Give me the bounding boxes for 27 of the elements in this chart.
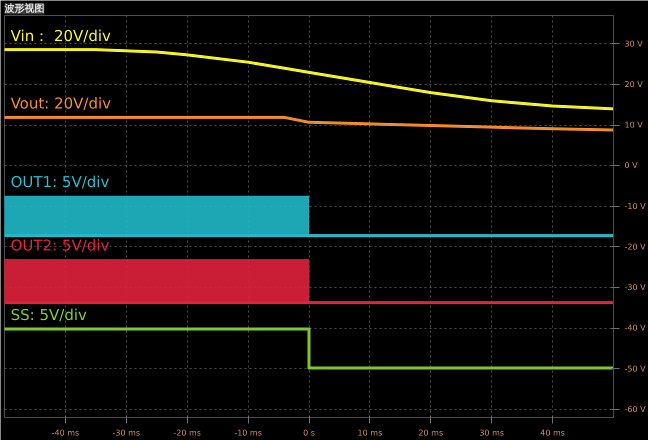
x-tick-label: 20 ms [418,428,444,438]
y-tick-label: -30 V [624,283,646,292]
y-tick-label: -10 V [624,202,646,211]
x-tick-label: 30 ms [479,428,504,438]
y-tick-label: -50 V [624,364,646,374]
chart-title: 波形视图 [4,2,44,14]
text: OUT1: 5V/div [10,172,110,191]
x-tick-label: -40 ms [52,428,80,438]
y-tick-label: -60 V [624,404,646,414]
line-series [4,116,614,132]
x-tick-label: -30 ms [112,428,140,438]
x-tick-label: -20 ms [173,428,201,438]
x-tick-label: -10 ms [234,428,262,438]
y-tick-label: 30 V [624,39,644,48]
x-tick-label: 40 ms [540,428,565,438]
y-tick-label: 0 V [624,161,638,170]
y-tick-label: 20 V [624,80,644,90]
x-tick-label: 10 ms [358,428,382,438]
series-label: Vin： 20V/div [10,26,112,45]
series-label: Vout: 20V/div [10,94,112,113]
line-series [4,48,614,110]
y-tick-label: -40 V [624,324,646,333]
x-tick-label: 0 s [303,428,315,438]
y-tick-label: -20 V [624,242,646,252]
series-label: SS: 5V/div [10,306,87,324]
y-tick-label: 10 V [624,120,644,130]
text: OUT2: 5V/div [10,236,110,254]
